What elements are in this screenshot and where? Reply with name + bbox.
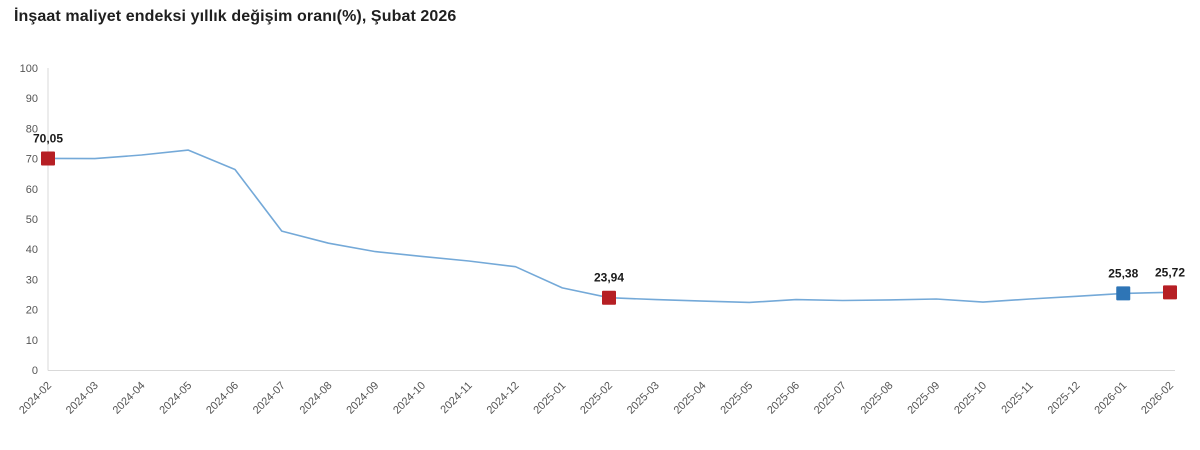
x-axis-tick-label: 2024-04 bbox=[111, 380, 148, 417]
y-axis-tick-label: 90 bbox=[26, 93, 38, 105]
x-axis-tick-label: 2024-02 bbox=[17, 380, 54, 417]
x-axis-tick-label: 2026-01 bbox=[1092, 380, 1129, 417]
x-axis-tick-label: 2026-02 bbox=[1139, 380, 1176, 417]
y-axis-tick-label: 80 bbox=[26, 123, 38, 135]
y-axis-tick-label: 50 bbox=[26, 214, 38, 226]
x-axis-tick-label: 2025-04 bbox=[672, 380, 709, 417]
x-axis-tick-label: 2025-01 bbox=[531, 380, 568, 417]
data-point-marker-red bbox=[602, 290, 616, 305]
y-axis-tick-label: 0 bbox=[32, 365, 38, 377]
x-axis-tick-label: 2024-10 bbox=[391, 380, 428, 417]
x-axis-tick-label: 2024-05 bbox=[157, 380, 194, 417]
data-point-label: 70,05 bbox=[33, 131, 63, 145]
x-axis-tick-label: 2024-11 bbox=[438, 380, 474, 416]
x-axis-tick-label: 2024-12 bbox=[485, 380, 522, 417]
x-axis-tick-label: 2025-11 bbox=[999, 380, 1035, 416]
x-axis-tick-label: 2025-10 bbox=[952, 380, 989, 417]
x-axis-tick-label: 2025-05 bbox=[718, 380, 755, 417]
y-axis-tick-label: 60 bbox=[26, 184, 38, 196]
y-axis-tick-label: 40 bbox=[26, 244, 38, 256]
data-point-marker-red bbox=[41, 151, 55, 166]
y-axis-tick-label: 100 bbox=[20, 63, 38, 75]
data-point-marker-red bbox=[1163, 285, 1177, 300]
x-axis-tick-label: 2025-06 bbox=[765, 380, 802, 417]
x-axis-tick-label: 2024-07 bbox=[251, 380, 288, 417]
data-point-label: 25,38 bbox=[1108, 266, 1138, 280]
x-axis-tick-label: 2025-12 bbox=[1046, 380, 1083, 417]
data-point-label: 23,94 bbox=[594, 271, 624, 285]
x-axis-tick-label: 2024-03 bbox=[64, 380, 101, 417]
x-axis-tick-label: 2025-09 bbox=[905, 380, 942, 417]
x-axis-tick-label: 2024-06 bbox=[204, 380, 241, 417]
chart-title: İnşaat maliyet endeksi yıllık değişim or… bbox=[14, 8, 457, 25]
x-axis-tick-label: 2025-07 bbox=[812, 380, 849, 417]
y-axis-tick-label: 10 bbox=[26, 335, 38, 347]
data-point-marker-blue bbox=[1116, 286, 1131, 301]
x-axis-tick-label: 2024-09 bbox=[344, 380, 381, 417]
y-axis-tick-label: 20 bbox=[26, 305, 38, 317]
x-axis-tick-label: 2024-08 bbox=[298, 380, 335, 417]
x-axis-tick-label: 2025-08 bbox=[859, 380, 896, 417]
x-axis-tick-label: 2025-03 bbox=[625, 380, 662, 417]
y-axis-tick-label: 30 bbox=[26, 274, 38, 286]
x-axis-tick-label: 2025-02 bbox=[578, 380, 615, 417]
y-axis-tick-label: 70 bbox=[26, 154, 38, 166]
data-point-label: 25,72 bbox=[1155, 265, 1185, 279]
